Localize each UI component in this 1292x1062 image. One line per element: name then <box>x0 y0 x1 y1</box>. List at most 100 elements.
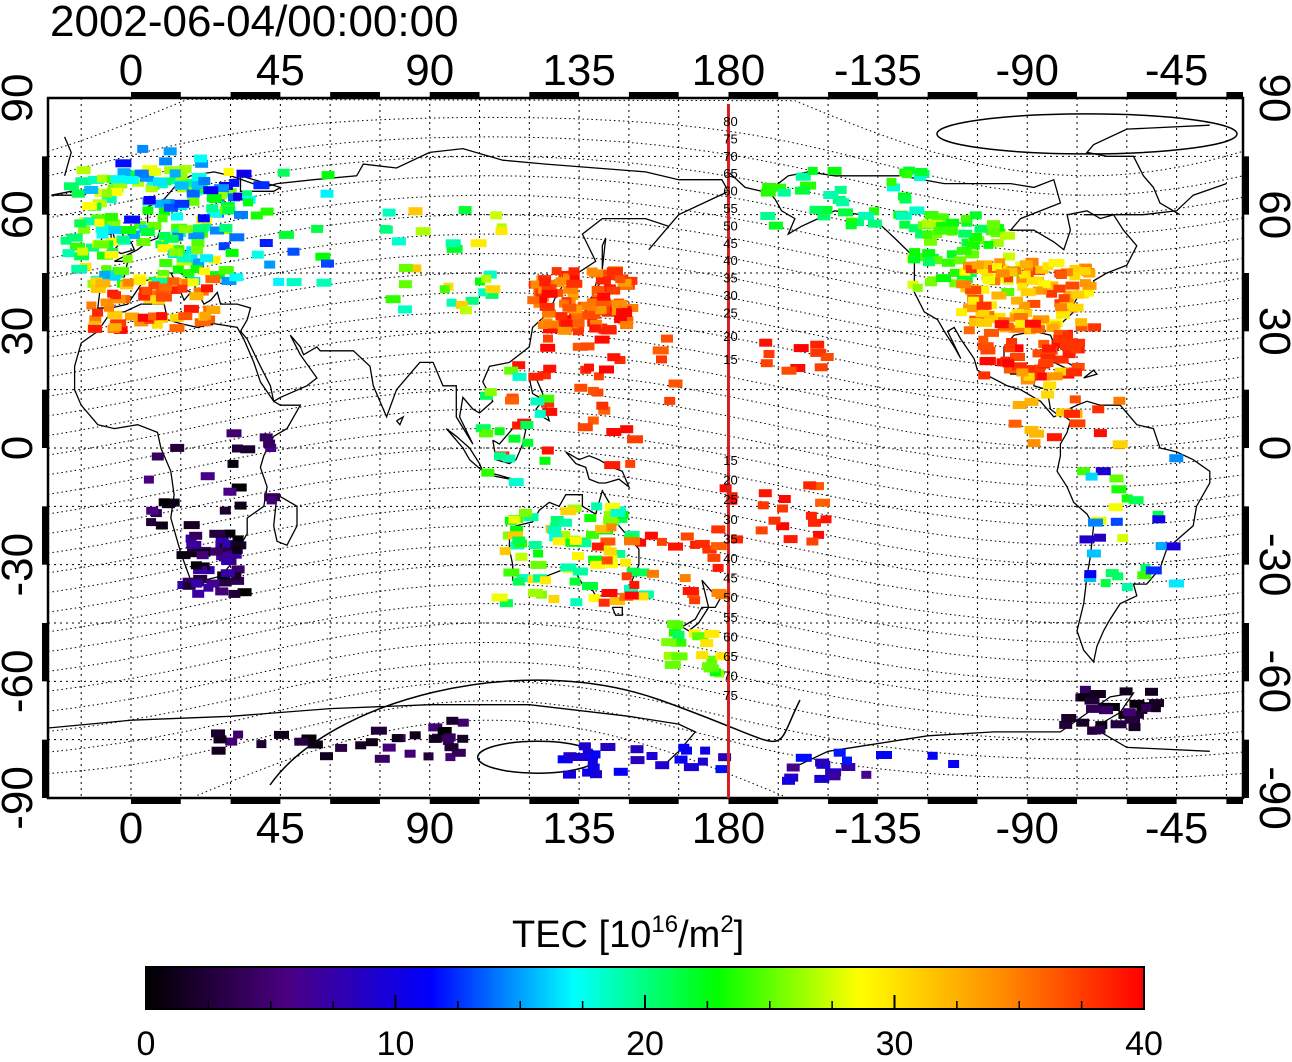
tec-pixel <box>166 498 180 507</box>
tec-pixel <box>253 181 270 190</box>
tec-pixel <box>661 334 673 343</box>
contour-line <box>48 661 1243 741</box>
tec-pixel <box>382 208 396 217</box>
tec-pixel <box>230 541 247 550</box>
tec-pixel <box>1035 265 1049 274</box>
tec-pixel <box>976 301 992 310</box>
contour-line <box>48 272 1243 352</box>
tec-pixel <box>1131 710 1144 719</box>
tec-pixel <box>174 199 190 208</box>
tec-pixel <box>93 240 110 249</box>
tec-pixel <box>647 569 659 578</box>
tec-pixel <box>867 219 882 228</box>
contour-label: 55 <box>723 610 737 625</box>
colorbar-tick-label: 30 <box>876 1025 914 1057</box>
tec-pixel <box>451 748 466 757</box>
tec-pixel <box>479 429 494 438</box>
contour-line <box>48 642 1243 721</box>
tec-pixel <box>157 269 170 278</box>
lat-label-right: 0 <box>1250 436 1292 460</box>
tec-pixel <box>491 593 508 602</box>
tec-pixel <box>321 259 334 268</box>
tec-pixel <box>978 371 991 380</box>
tec-pixel <box>82 202 98 210</box>
tec-pixel <box>504 366 519 375</box>
tec-pixel <box>680 532 694 541</box>
tec-pixel <box>1169 579 1184 588</box>
tec-pixel <box>983 276 995 285</box>
tec-pixel <box>861 770 872 779</box>
tec-pixel <box>1100 579 1111 588</box>
tec-pixel <box>1119 687 1133 696</box>
tec-pixel <box>827 166 842 175</box>
tec-pixel <box>129 170 139 179</box>
tec-pixel <box>1092 405 1105 414</box>
tec-pixel <box>587 298 600 307</box>
tec-pixel <box>1018 301 1030 310</box>
tec-pixel <box>385 295 401 304</box>
tec-pixel <box>457 718 469 727</box>
tec-pixel <box>1069 272 1081 281</box>
lat-label-left: 30 <box>0 307 42 356</box>
tec-pixel <box>76 166 91 175</box>
tec-pixel <box>542 407 558 416</box>
colorbar <box>145 966 1145 1010</box>
tec-pixel <box>887 183 900 192</box>
tec-pixel <box>1001 288 1015 296</box>
tec-pixel <box>143 196 156 204</box>
tec-pixel <box>458 206 472 215</box>
tec-pixel <box>719 484 732 493</box>
contour-label: 60 <box>723 629 737 644</box>
contour-line <box>48 680 1243 760</box>
tec-pixel <box>1129 699 1145 708</box>
frame-tick-bar-top <box>529 92 580 98</box>
coastline <box>396 415 405 426</box>
tec-pixel <box>222 540 235 549</box>
tec-pixel <box>99 270 111 279</box>
tec-pixel <box>672 620 684 629</box>
tec-pixel <box>603 511 614 520</box>
tec-pixel <box>606 286 621 295</box>
tec-pixel <box>1053 330 1068 338</box>
tec-pixel <box>191 246 203 255</box>
lon-label-bottom: -135 <box>834 804 922 853</box>
contour-label: 80 <box>723 114 737 129</box>
tec-pixel <box>1043 381 1057 390</box>
tec-pixel <box>138 292 151 301</box>
tec-pixel <box>134 318 149 327</box>
tec-pixel <box>731 535 743 544</box>
tec-pixel <box>193 224 209 233</box>
tec-pixel <box>1094 725 1106 734</box>
tec-pixel <box>485 285 501 294</box>
tec-pixel <box>147 290 159 299</box>
tec-pixel <box>702 545 717 554</box>
tec-pixel <box>620 425 634 434</box>
tec-pixel <box>696 651 709 660</box>
frame-tick-bar-left <box>42 623 48 682</box>
tec-pixel <box>707 553 721 562</box>
frame-tick-bar-left <box>42 156 48 215</box>
tec-pixel <box>1017 282 1028 291</box>
tec-pixel <box>446 716 459 725</box>
tec-pixel <box>624 591 639 600</box>
tec-pixel <box>106 237 121 246</box>
contour-label: 15 <box>723 453 737 468</box>
tec-pixel <box>1038 339 1050 348</box>
tec-pixel <box>96 230 109 239</box>
tec-pixel <box>104 250 119 259</box>
tec-pixel <box>530 397 545 406</box>
frame-tick-bar-bottom <box>1126 798 1177 804</box>
tec-pixel <box>1023 264 1039 273</box>
tec-pixel <box>1084 696 1100 705</box>
tec-pixel <box>104 303 114 312</box>
tec-pixel <box>1011 296 1023 305</box>
tec-pixel <box>89 315 102 324</box>
tec-pixel <box>1145 687 1158 696</box>
tec-pixel <box>182 581 196 590</box>
tec-pixel <box>83 217 97 226</box>
tec-pixel <box>101 189 112 198</box>
tec-pixel <box>535 295 548 304</box>
tec-pixel <box>129 230 140 239</box>
tec-pixel <box>508 478 524 487</box>
frame-tick-bar-top <box>828 92 878 98</box>
